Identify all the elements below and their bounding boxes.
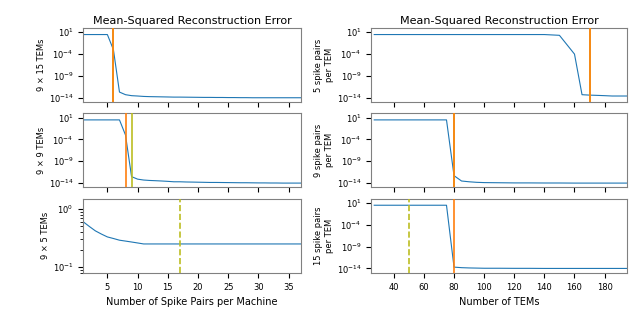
X-axis label: Number of TEMs: Number of TEMs xyxy=(459,297,540,307)
Y-axis label: 9 × 5 TEMs: 9 × 5 TEMs xyxy=(41,212,50,259)
Y-axis label: 9 × 15 TEMs: 9 × 15 TEMs xyxy=(37,39,46,91)
X-axis label: Number of Spike Pairs per Machine: Number of Spike Pairs per Machine xyxy=(106,297,278,307)
Title: Mean-Squared Reconstruction Error: Mean-Squared Reconstruction Error xyxy=(93,16,291,26)
Y-axis label: 9 × 9 TEMs: 9 × 9 TEMs xyxy=(37,127,46,174)
Y-axis label: 5 spike pairs
per TEM: 5 spike pairs per TEM xyxy=(314,38,334,92)
Title: Mean-Squared Reconstruction Error: Mean-Squared Reconstruction Error xyxy=(400,16,598,26)
Y-axis label: 15 spike pairs
per TEM: 15 spike pairs per TEM xyxy=(314,206,334,265)
Y-axis label: 9 spike pairs
per TEM: 9 spike pairs per TEM xyxy=(314,124,334,177)
